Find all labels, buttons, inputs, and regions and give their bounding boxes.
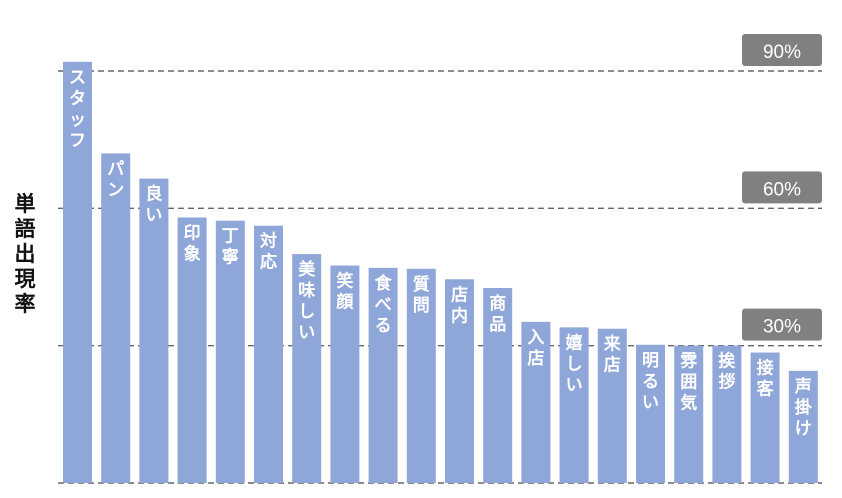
bar-label-15: 来店 [603, 334, 622, 376]
gridline-badge-90: 90% [742, 34, 822, 66]
bar-9 [368, 267, 398, 483]
badge-box [742, 308, 822, 341]
bar-12 [483, 287, 513, 483]
bar-group: 商品 [483, 287, 513, 483]
bar-label-18: 挨拶 [718, 351, 736, 393]
badge-text: 60% [763, 179, 801, 200]
bar-10 [406, 268, 436, 483]
bar-19 [750, 352, 780, 483]
y-axis-label: 単語出現率 [12, 192, 38, 317]
bar-label-17: 雰囲気 [679, 352, 698, 414]
bar-group: 雰囲気 [674, 345, 704, 483]
bar-group: 食べる [368, 267, 398, 483]
bar-13 [521, 321, 551, 483]
bar-group: スタッフ [63, 61, 92, 483]
bar-group: 良い [139, 178, 169, 484]
y-axis-label-char: 出 [14, 242, 36, 266]
bar-15 [597, 328, 627, 483]
bar-8 [330, 265, 360, 483]
bar-label-6: 対応 [259, 231, 277, 273]
bar-3 [139, 178, 169, 484]
bar-group: 来店 [597, 328, 627, 483]
bar-label-9: 食べる [375, 273, 393, 336]
bar-label-7: 美味しい [298, 259, 316, 343]
bar-label-4: 印象 [184, 223, 201, 264]
badge-box [742, 171, 822, 204]
bar-17 [674, 345, 704, 483]
bar-16 [636, 344, 665, 483]
bar-group: パン [101, 153, 131, 483]
bar-label-1: スタッフ [69, 68, 86, 151]
gridline-badge-60: 60% [742, 171, 822, 204]
bar-label-19: 接客 [756, 358, 775, 400]
bar-label-3: 良い [145, 184, 162, 226]
badge-text: 30% [763, 317, 801, 338]
y-axis-label-char: 単 [14, 192, 36, 216]
gridline-badge-30: 30% [742, 308, 822, 341]
bar-group: 挨拶 [712, 345, 742, 483]
bar-group: 丁寧 [215, 220, 245, 483]
bar-group: 明るい [636, 344, 665, 483]
bar-label-13: 入店 [527, 328, 544, 369]
bar-group: 店内 [445, 279, 474, 483]
bar-label-5: 丁寧 [222, 227, 239, 268]
bar-group: 入店 [521, 321, 551, 483]
y-axis-label-char: 率 [14, 292, 36, 316]
bar-label-8: 笑顔 [335, 271, 354, 313]
bar-14 [559, 327, 589, 483]
bar-label-2: パン [107, 159, 124, 200]
bar-group: 嬉しい [559, 327, 589, 483]
bar-label-11: 店内 [451, 284, 468, 326]
bar-group: 質問 [406, 268, 436, 483]
bar-group: 接客 [750, 352, 780, 483]
badge-text: 90% [763, 42, 801, 63]
bar-group: 声掛け [788, 370, 818, 483]
bar-group: 印象 [177, 217, 207, 483]
y-axis-label-char: 現 [14, 267, 36, 291]
bar-1 [63, 61, 92, 483]
bar-group: 笑顔 [330, 265, 360, 483]
bar-20 [788, 370, 818, 483]
bar-label-14: 嬉しい [565, 332, 583, 395]
bar-label-10: 質問 [413, 274, 430, 316]
bar-group: 対応 [254, 225, 283, 483]
bar-7 [292, 254, 322, 483]
bar-5 [215, 220, 245, 483]
bar-label-20: 声掛け [794, 376, 812, 439]
bar-18 [712, 345, 742, 483]
bar-label-16: 明るい [642, 351, 659, 413]
bar-2 [101, 153, 131, 483]
bar-label-12: 商品 [489, 293, 506, 335]
bar-6 [254, 225, 283, 483]
y-axis-label-char: 語 [14, 217, 36, 241]
badge-box [742, 34, 822, 66]
bar-11 [445, 279, 474, 483]
bar-group: 美味しい [292, 254, 322, 483]
bar-4 [177, 217, 207, 483]
